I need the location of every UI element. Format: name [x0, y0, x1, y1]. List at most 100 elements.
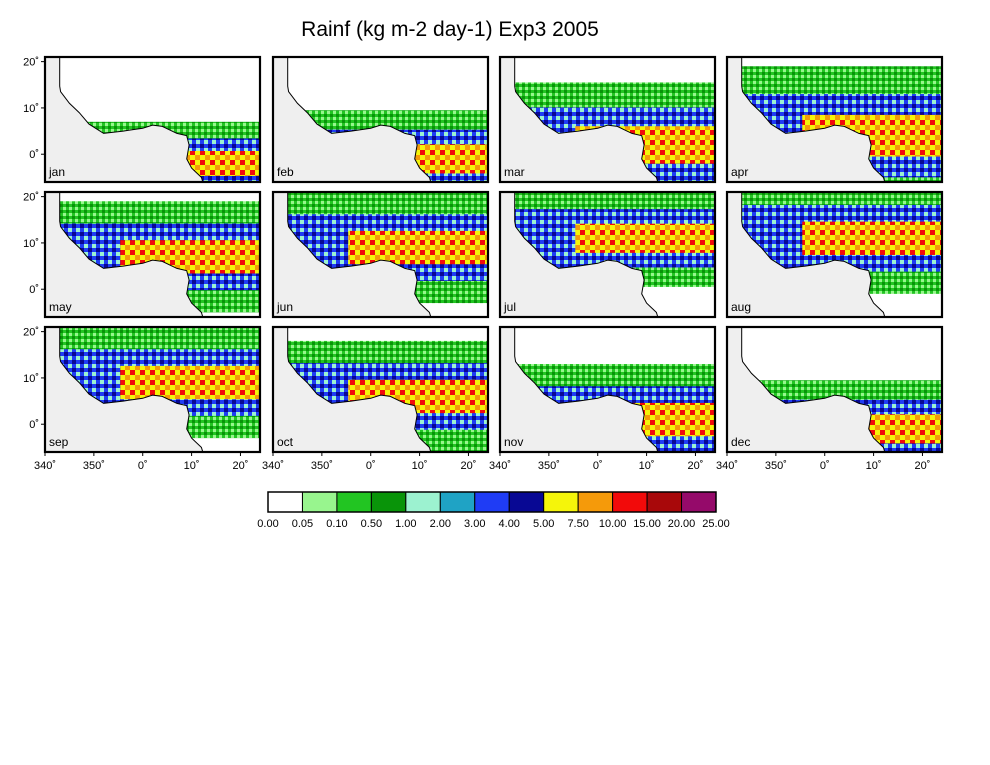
panel-frame — [725, 55, 944, 184]
colorbar-label: 5.00 — [533, 518, 554, 530]
lon-tick-label: 0˚ — [366, 460, 376, 472]
month-label: jun — [276, 300, 293, 314]
coastline — [514, 327, 715, 452]
panel-frame — [498, 190, 717, 319]
colorbar-label: 20.00 — [668, 518, 696, 530]
map-panel-oct: oct — [271, 325, 490, 454]
lon-tick-label: 20˚ — [688, 460, 704, 472]
rainfall-field — [741, 192, 942, 294]
colorbar-swatch — [301, 491, 338, 513]
map-panel-jul: jul — [498, 190, 717, 319]
coastline — [514, 192, 715, 317]
coastline — [741, 57, 942, 182]
lat-tick-label: 20˚ — [23, 192, 39, 204]
lon-tick-label: 350˚ — [311, 460, 333, 472]
panel-frame — [271, 55, 490, 184]
lon-tick-label: 350˚ — [538, 460, 560, 472]
lon-tick-label: 10˚ — [184, 460, 200, 472]
colorbar-swatch — [370, 491, 407, 513]
colorbar-swatch — [267, 491, 303, 513]
lon-tick-label: 340˚ — [489, 460, 511, 472]
coastline — [59, 192, 260, 317]
panel-frame — [498, 325, 717, 454]
lat-tick-label: 0˚ — [29, 284, 39, 296]
month-label: sep — [49, 435, 69, 449]
coastline — [287, 57, 488, 182]
map-axes: 20˚ 10˚ 0˚ 20˚ 10˚ 0˚ 20˚ 10˚ 0˚ 340˚ 350˚ 0˚ 10˚ 20˚… — [23, 57, 930, 472]
map-panel-apr: apr — [725, 55, 944, 184]
colorbar-label: 7.50 — [567, 518, 588, 530]
month-label: feb — [277, 165, 294, 179]
colorbar-swatch — [577, 491, 614, 513]
lon-tick-label: 0˚ — [820, 460, 830, 472]
page-title: Rainf (kg m-2 day-1) Exp3 2005 — [301, 18, 599, 41]
map-panel-may: may — [43, 190, 262, 319]
month-label: oct — [277, 435, 294, 449]
colorbar-label: 0.50 — [361, 518, 382, 530]
colorbar: 0.00 0.05 0.10 0.50 1.00 2.00 3.00 4.00 5.00 7.50… — [257, 491, 730, 530]
colorbar-label: 1.00 — [395, 518, 416, 530]
colorbar-label: 25.00 — [702, 518, 730, 530]
panel-frame — [43, 190, 262, 319]
map-panel-aug: aug — [725, 190, 944, 319]
coastline — [287, 192, 488, 317]
lon-tick-label: 340˚ — [716, 460, 738, 472]
colorbar-label: 0.00 — [257, 518, 278, 530]
month-label: aug — [731, 300, 751, 314]
month-label: jul — [503, 300, 516, 314]
month-label: apr — [731, 165, 748, 179]
month-label: nov — [504, 435, 523, 449]
panel-frame — [271, 190, 490, 319]
month-label: may — [49, 300, 72, 314]
colorbar-swatch — [405, 491, 441, 513]
month-label: mar — [504, 165, 525, 179]
colorbar-swatch — [439, 491, 476, 513]
colorbar-label: 4.00 — [499, 518, 520, 530]
panel-frame — [725, 325, 944, 454]
colorbar-swatch — [508, 491, 545, 513]
coastline — [741, 192, 942, 317]
coastline — [514, 57, 715, 182]
map-panel-feb: feb — [271, 55, 490, 184]
lon-tick-label: 20˚ — [233, 460, 249, 472]
coastline — [59, 57, 260, 182]
lat-tick-label: 10˚ — [23, 373, 39, 385]
map-panel-jan: jan — [43, 55, 262, 184]
map-panel-mar: mar — [498, 55, 717, 184]
colorbar-label: 0.10 — [326, 518, 347, 530]
coastline — [287, 327, 488, 452]
lon-tick-label: 10˚ — [639, 460, 655, 472]
lon-tick-label: 0˚ — [138, 460, 148, 472]
colorbar-label: 2.00 — [430, 518, 451, 530]
panel-frame — [498, 55, 717, 184]
colorbar-swatch — [612, 491, 648, 513]
coastline — [741, 327, 942, 452]
rainfall-field — [514, 192, 715, 287]
lat-tick-label: 10˚ — [23, 238, 39, 250]
lon-tick-label: 340˚ — [34, 460, 56, 472]
lat-tick-label: 20˚ — [23, 57, 39, 69]
colorbar-swatch — [646, 491, 683, 513]
lon-tick-label: 10˚ — [412, 460, 428, 472]
panel-frame — [271, 325, 490, 454]
lat-tick-label: 10˚ — [23, 103, 39, 115]
lon-tick-label: 350˚ — [83, 460, 105, 472]
colorbar-label: 0.05 — [292, 518, 313, 530]
lat-tick-label: 0˚ — [29, 419, 39, 431]
colorbar-swatch — [681, 491, 717, 513]
lon-tick-label: 20˚ — [461, 460, 477, 472]
panel-frame — [43, 325, 262, 454]
lat-tick-label: 20˚ — [23, 327, 39, 339]
panel-frame — [43, 55, 262, 184]
lon-tick-label: 340˚ — [262, 460, 284, 472]
coastline — [59, 327, 260, 452]
month-label: jan — [48, 165, 65, 179]
month-label: dec — [731, 435, 750, 449]
map-panel-sep: sep — [43, 325, 262, 454]
map-panels: jan feb mar apr may jun jul aug sep oct nov dec — [43, 55, 944, 454]
colorbar-swatch — [336, 491, 372, 513]
colorbar-label: 10.00 — [599, 518, 627, 530]
colorbar-label: 15.00 — [633, 518, 661, 530]
colorbar-swatch — [474, 491, 510, 513]
